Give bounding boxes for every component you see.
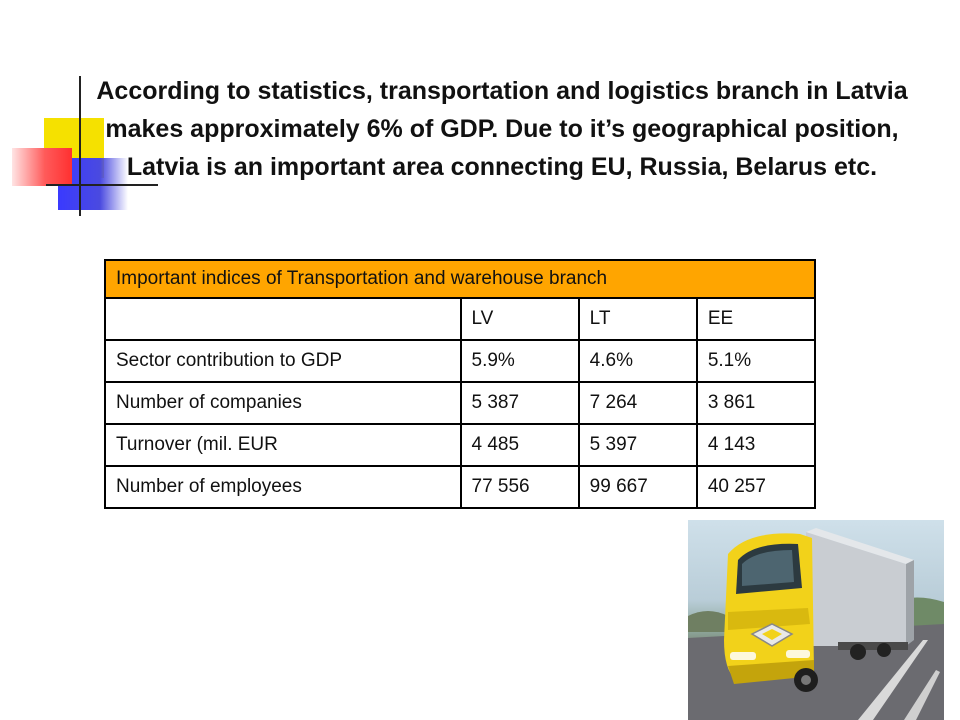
table-row: Sector contribution to GDP 5.9% 4.6% 5.1…	[104, 339, 817, 383]
cell-lv: 4 485	[459, 423, 580, 467]
cell-lv: 5.9%	[459, 339, 580, 383]
table-row: Number of companies 5 387 7 264 3 861	[104, 381, 817, 425]
table-header-row: LV LT EE	[104, 297, 817, 341]
row-label: Turnover (mil. EUR	[104, 423, 462, 467]
decor-red-square	[12, 148, 72, 186]
header-cell-lv: LV	[459, 297, 580, 341]
decor-horizontal-line	[46, 184, 158, 186]
header-cell	[104, 297, 462, 341]
cell-ee: 5.1%	[695, 339, 817, 383]
cell-lt: 4.6%	[577, 339, 698, 383]
yellow-truck-icon	[688, 528, 944, 720]
indices-table: Important indices of Transportation and …	[104, 259, 817, 509]
row-label: Sector contribution to GDP	[104, 339, 462, 383]
cell-lt: 99 667	[577, 465, 698, 509]
table-caption-row: Important indices of Transportation and …	[104, 259, 816, 299]
cell-lv: 5 387	[459, 381, 580, 425]
decor-vertical-line	[79, 76, 81, 216]
cell-ee: 4 143	[695, 423, 817, 467]
header-cell-ee: EE	[695, 297, 817, 341]
cell-lv: 77 556	[459, 465, 580, 509]
slide-title: According to statistics, transportation …	[96, 77, 908, 181]
cell-ee: 3 861	[695, 381, 817, 425]
cell-lt: 5 397	[577, 423, 698, 467]
row-label: Number of employees	[104, 465, 462, 509]
cell-lt: 7 264	[577, 381, 698, 425]
table-row: Turnover (mil. EUR 4 485 5 397 4 143	[104, 423, 817, 467]
table-row: Number of employees 77 556 99 667 40 257	[104, 465, 817, 509]
truck-photo	[688, 520, 944, 720]
row-label: Number of companies	[104, 381, 462, 425]
cell-ee: 40 257	[695, 465, 817, 509]
table-caption: Important indices of Transportation and …	[104, 259, 816, 299]
header-cell-lt: LT	[577, 297, 698, 341]
